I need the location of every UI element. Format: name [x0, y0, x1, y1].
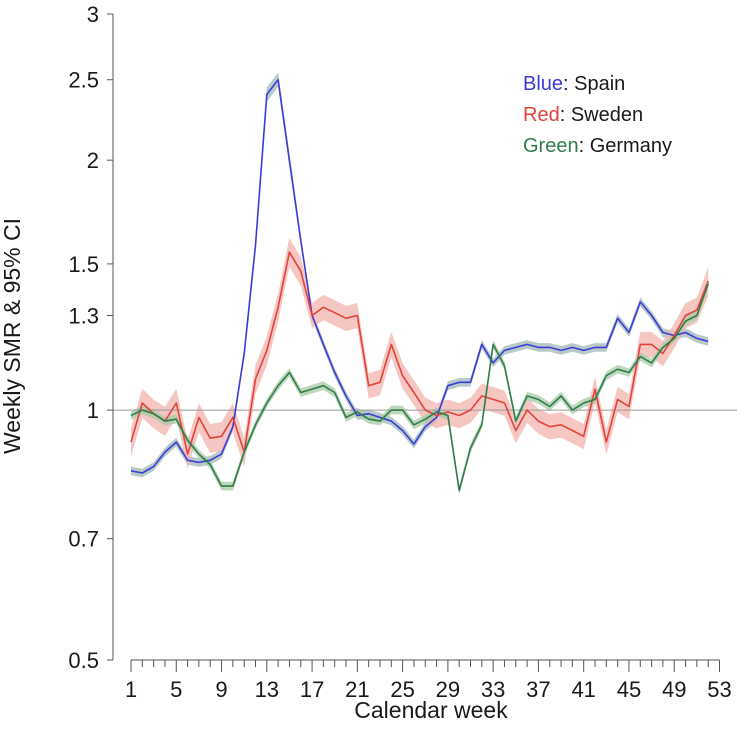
legend-color-word: Green: [523, 135, 579, 157]
legend-series-name: : Germany: [579, 135, 672, 157]
series-line-0: [130, 78, 709, 474]
x-tick-label: 1: [125, 677, 137, 702]
x-tick-label: 37: [526, 677, 550, 702]
legend-series-name: : Spain: [563, 73, 625, 95]
x-tick-label: 45: [617, 677, 641, 702]
legend-color-word: Red: [523, 104, 560, 126]
series-line-1: [130, 251, 709, 455]
y-tick-label: 0.7: [68, 527, 99, 552]
y-tick-label: 1: [87, 398, 99, 423]
axes: 0.5 0.7 1 1.3 1.5 2 2.5 3 1 5 9 13 17 21 25 29 33 37 41 45 4…: [68, 2, 731, 702]
y-tick-label: 1.5: [68, 252, 99, 277]
x-tick-label: 49: [662, 677, 686, 702]
y-tick-label: 2: [87, 148, 99, 173]
x-tick-label: 29: [436, 677, 460, 702]
ci-band-2: [131, 279, 709, 495]
x-tick-label: 13: [255, 677, 279, 702]
x-tick-label: 41: [571, 677, 595, 702]
y-tick-label: 0.5: [68, 648, 99, 673]
ci-band-0: [131, 72, 709, 478]
legend-series-name: : Sweden: [560, 104, 643, 126]
legend-entry: Green: Germany: [523, 135, 672, 157]
series-line-2: [130, 283, 709, 492]
x-axis-title: Calendar week: [354, 697, 508, 723]
ci-bands: [131, 72, 709, 495]
y-tick-label: 1.3: [68, 304, 99, 329]
y-tick-label: 3: [87, 2, 99, 27]
x-tick-label: 21: [345, 677, 369, 702]
series-lines: [130, 78, 709, 492]
x-tick-label: 53: [707, 677, 731, 702]
y-axis-title: Weekly SMR & 95% CI: [0, 218, 25, 454]
x-tick-label: 9: [215, 677, 227, 702]
y-tick-label: 2.5: [68, 68, 99, 93]
legend-color-word: Blue: [523, 73, 563, 95]
x-tick-label: 25: [390, 677, 414, 702]
x-tick-label: 33: [481, 677, 505, 702]
legend-entry: Blue: Spain: [523, 73, 625, 95]
x-tick-label: 17: [300, 677, 324, 702]
x-tick-label: 5: [170, 677, 182, 702]
legend-entry: Red: Sweden: [523, 104, 643, 126]
